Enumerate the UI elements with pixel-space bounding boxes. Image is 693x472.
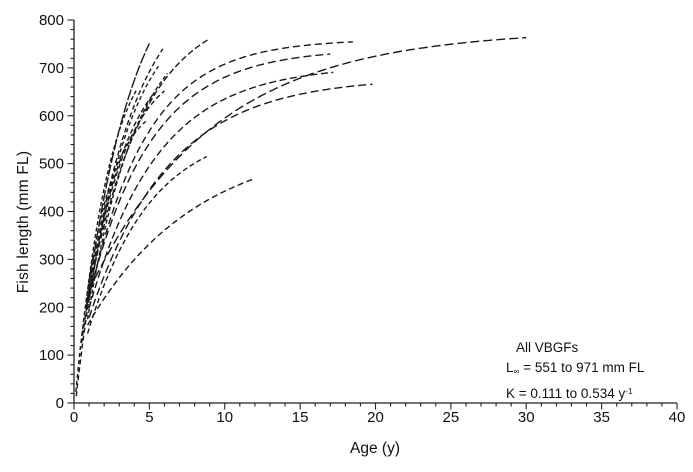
vbgf-15 [75,120,147,392]
y-tick-label: 600 [39,108,64,125]
linf-subscript: ∞ [513,366,520,377]
vbgf-8 [88,53,331,297]
x-tick-label: 30 [518,409,535,426]
x-tick-label: 35 [593,409,610,426]
vbgf-7 [88,41,353,299]
x-tick-label: 10 [216,409,233,426]
linf-symbol: L [506,360,514,375]
y-tick-label: 400 [39,204,64,221]
vbgf-6 [86,72,169,320]
annotation-title: All VBGFs [516,340,579,355]
x-tick-label: 40 [669,409,686,426]
y-tick-label: 200 [39,299,64,316]
vbgf-11 [94,36,527,279]
x-tick-label: 20 [367,409,384,426]
vbgf-2 [86,48,164,305]
vbgf-curves [75,36,527,397]
vbgf-10 [88,83,373,318]
vbgf-12 [86,177,256,326]
y-tick-label: 700 [39,60,64,77]
linf-value: = 551 to 971 mm FL [519,360,645,375]
x-tick-label: 15 [292,409,309,426]
x-tick-label: 25 [443,409,460,426]
x-tick-label: 5 [145,409,153,426]
vbgf-3 [85,38,211,310]
vbgf-annotation: All VBGFs L∞ = 551 to 971 mm FL K = 0.11… [506,338,644,404]
y-tick-label: 0 [56,395,64,412]
x-tick-label: 0 [70,409,78,426]
y-axis-title: Fish length (mm FL) [15,150,32,294]
x-axis-title: Age (y) [350,440,400,457]
y-tick-label: 500 [39,156,64,173]
vbgf-9 [88,71,334,309]
vbgf-1 [86,43,151,304]
vbgf-16 [75,90,165,397]
axes: 0 5 10 15 20 25 30 35 40010020030040050060070080… [39,12,685,426]
y-tick-label: 300 [39,251,64,268]
y-tick-label: 100 [39,347,64,364]
k-value: K = 0.111 to 0.534 y [506,386,626,402]
vbgf-13 [86,155,208,334]
annotation-k: K = 0.111 to 0.534 y-1 [506,381,644,404]
k-superscript: -1 [625,386,633,397]
vbgf-5 [80,94,153,344]
vbgf-14 [81,88,138,335]
annotation-linf: L∞ = 551 to 971 mm FL [506,358,644,381]
y-tick-label: 800 [39,12,64,29]
